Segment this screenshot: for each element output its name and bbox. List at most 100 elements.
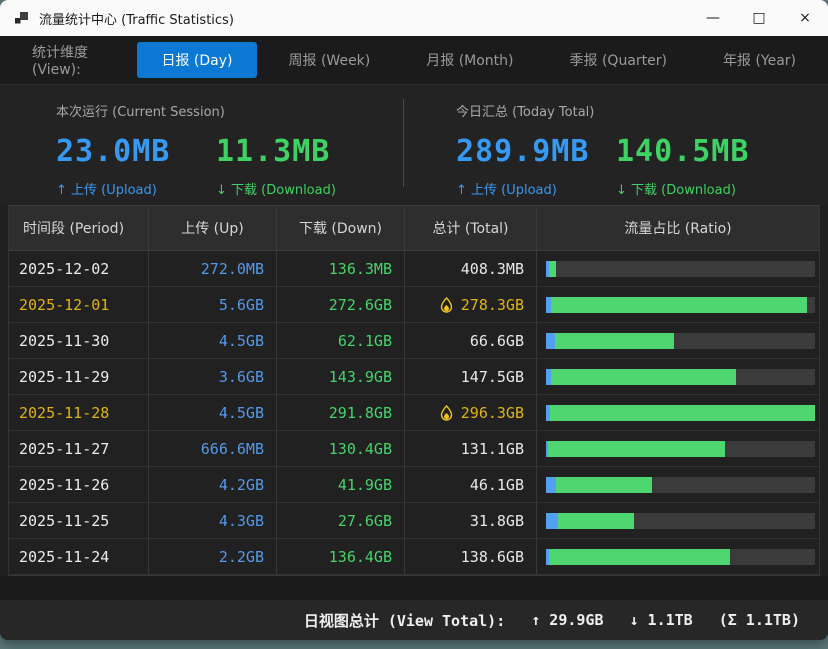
ratio-bar-up-segment: [546, 440, 548, 457]
period-cell: 2025-11-29: [9, 359, 149, 395]
session-download-value: 11.3MB: [216, 133, 331, 169]
maximize-button[interactable]: □: [752, 10, 766, 26]
today-caption: 今日汇总 (Today Total): [456, 104, 595, 120]
total-value: 46.1GB: [469, 475, 524, 494]
up-cell: 272.0MB: [149, 251, 277, 287]
ratio-cell: [537, 539, 819, 574]
total-value: 147.5GB: [460, 367, 524, 386]
total-value: 408.3MB: [460, 259, 524, 278]
table-row[interactable]: 2025-11-28 4.5GB 291.8GB 296.3GB: [9, 395, 819, 432]
total-cell: 66.6GB: [405, 323, 537, 359]
ratio-cell: [537, 467, 819, 502]
ratio-bar-up-segment: [546, 296, 552, 313]
tab-week[interactable]: 周报 (Week): [288, 52, 371, 69]
down-cell: 136.4GB: [277, 539, 405, 575]
period-cell: 2025-12-01: [9, 287, 149, 323]
up-cell: 666.6MB: [149, 431, 277, 467]
ratio-cell: [537, 251, 819, 286]
period-cell: 2025-11-27: [9, 431, 149, 467]
header-ratio: 流量占比 (Ratio): [624, 221, 732, 238]
ratio-bar-track: [546, 332, 815, 349]
session-download-label: ↓ 下载 (Download): [216, 182, 336, 198]
header-total: 总计 (Total): [405, 206, 537, 251]
ratio-bar-down-segment: [555, 476, 652, 493]
today-upload-value: 289.9MB: [456, 133, 590, 169]
ratio-bar-fill: [546, 332, 674, 349]
total-value: 138.6GB: [460, 547, 524, 566]
period-cell: 2025-11-26: [9, 467, 149, 503]
total-cell: 31.8GB: [405, 503, 537, 539]
summary-divider: [403, 98, 404, 187]
ratio-bar-track: [546, 404, 815, 421]
ratio-cell: [537, 323, 819, 358]
up-cell: 4.3GB: [149, 503, 277, 539]
traffic-table: 时间段 (Period) 上传 (Up) 下载 (Down) 总计 (Total…: [8, 205, 820, 577]
period-cell: 2025-11-25: [9, 503, 149, 539]
header-period: 时间段 (Period): [9, 206, 149, 251]
table-row[interactable]: 2025-11-27 666.6MB 130.4GB 131.1GB: [9, 431, 819, 468]
ratio-cell: [537, 287, 819, 322]
ratio-cell: [537, 503, 819, 538]
down-cell: 136.3MB: [277, 251, 405, 287]
ratio-bar-fill: [546, 404, 815, 421]
table-row[interactable]: 2025-11-25 4.3GB 27.6GB 31.8GB: [9, 503, 819, 540]
ratio-bar-up-segment: [546, 332, 555, 349]
table-row[interactable]: 2025-12-01 5.6GB 272.6GB 278.3GB: [9, 287, 819, 324]
down-cell: 291.8GB: [277, 395, 405, 431]
ratio-bar-fill: [546, 296, 807, 313]
ratio-bar-fill: [546, 368, 736, 385]
up-cell: 5.6GB: [149, 287, 277, 323]
period-cell: 2025-11-30: [9, 323, 149, 359]
total-value: 278.3GB: [460, 295, 524, 314]
total-value: 66.6GB: [469, 331, 524, 350]
ratio-bar-down-segment: [549, 260, 556, 277]
ratio-bar-down-segment: [557, 512, 635, 529]
ratio-bar-fill: [546, 512, 635, 529]
window-titlebar: 流量统计中心 (Traffic Statistics) — □ ×: [0, 0, 828, 36]
ratio-bar-fill: [546, 476, 652, 493]
ratio-bar-track: [546, 260, 815, 277]
flame-icon: [440, 296, 453, 313]
view-bar: 统计维度 (View): 日报 (Day) 周报 (Week) 月报 (Mont…: [0, 36, 828, 85]
ratio-cell: [537, 395, 819, 430]
up-cell: 3.6GB: [149, 359, 277, 395]
tab-month[interactable]: 月报 (Month): [426, 52, 514, 69]
total-cell: 408.3MB: [405, 251, 537, 287]
total-cell: 278.3GB: [405, 287, 537, 323]
table-row[interactable]: 2025-12-02 272.0MB 136.3MB 408.3MB: [9, 251, 819, 288]
down-cell: 41.9GB: [277, 467, 405, 503]
tab-day[interactable]: 日报 (Day): [137, 41, 257, 78]
session-caption: 本次运行 (Current Session): [56, 104, 225, 120]
table-row[interactable]: 2025-11-24 2.2GB 136.4GB 138.6GB: [9, 539, 819, 576]
header-down: 下载 (Down): [277, 206, 405, 251]
down-cell: 27.6GB: [277, 503, 405, 539]
ratio-cell: [537, 359, 819, 394]
total-cell: 296.3GB: [405, 395, 537, 431]
view-total-sum: (Σ 1.1TB): [718, 611, 800, 630]
up-cell: 4.5GB: [149, 323, 277, 359]
up-cell: 4.5GB: [149, 395, 277, 431]
ratio-bar-track: [546, 296, 815, 313]
ratio-bar-track: [546, 476, 815, 493]
ratio-bar-up-segment: [546, 368, 551, 385]
flame-icon: [440, 404, 453, 421]
period-cell: 2025-11-24: [9, 539, 149, 575]
ratio-bar-up-segment: [546, 260, 550, 277]
minimize-button[interactable]: —: [706, 10, 720, 26]
ratio-bar-down-segment: [554, 332, 674, 349]
header-up: 上传 (Up): [149, 206, 277, 251]
today-total-block: 今日汇总 (Today Total) 289.9MB ↑ 上传 (Upload)…: [403, 85, 776, 205]
table-row[interactable]: 2025-11-30 4.5GB 62.1GB 66.6GB: [9, 323, 819, 360]
close-button[interactable]: ×: [799, 10, 811, 26]
down-cell: 272.6GB: [277, 287, 405, 323]
total-cell: 46.1GB: [405, 467, 537, 503]
table-row[interactable]: 2025-11-29 3.6GB 143.9GB 147.5GB: [9, 359, 819, 396]
today-download-value: 140.5MB: [616, 133, 750, 169]
footer-bar: 日视图总计 (View Total): ↑ 29.9GB ↓ 1.1TB (Σ …: [0, 600, 828, 640]
tab-year[interactable]: 年报 (Year): [722, 52, 796, 69]
period-cell: 2025-12-02: [9, 251, 149, 287]
table-row[interactable]: 2025-11-26 4.2GB 41.9GB 46.1GB: [9, 467, 819, 504]
total-value: 131.1GB: [460, 439, 524, 458]
tab-quarter[interactable]: 季报 (Quarter): [569, 52, 667, 69]
